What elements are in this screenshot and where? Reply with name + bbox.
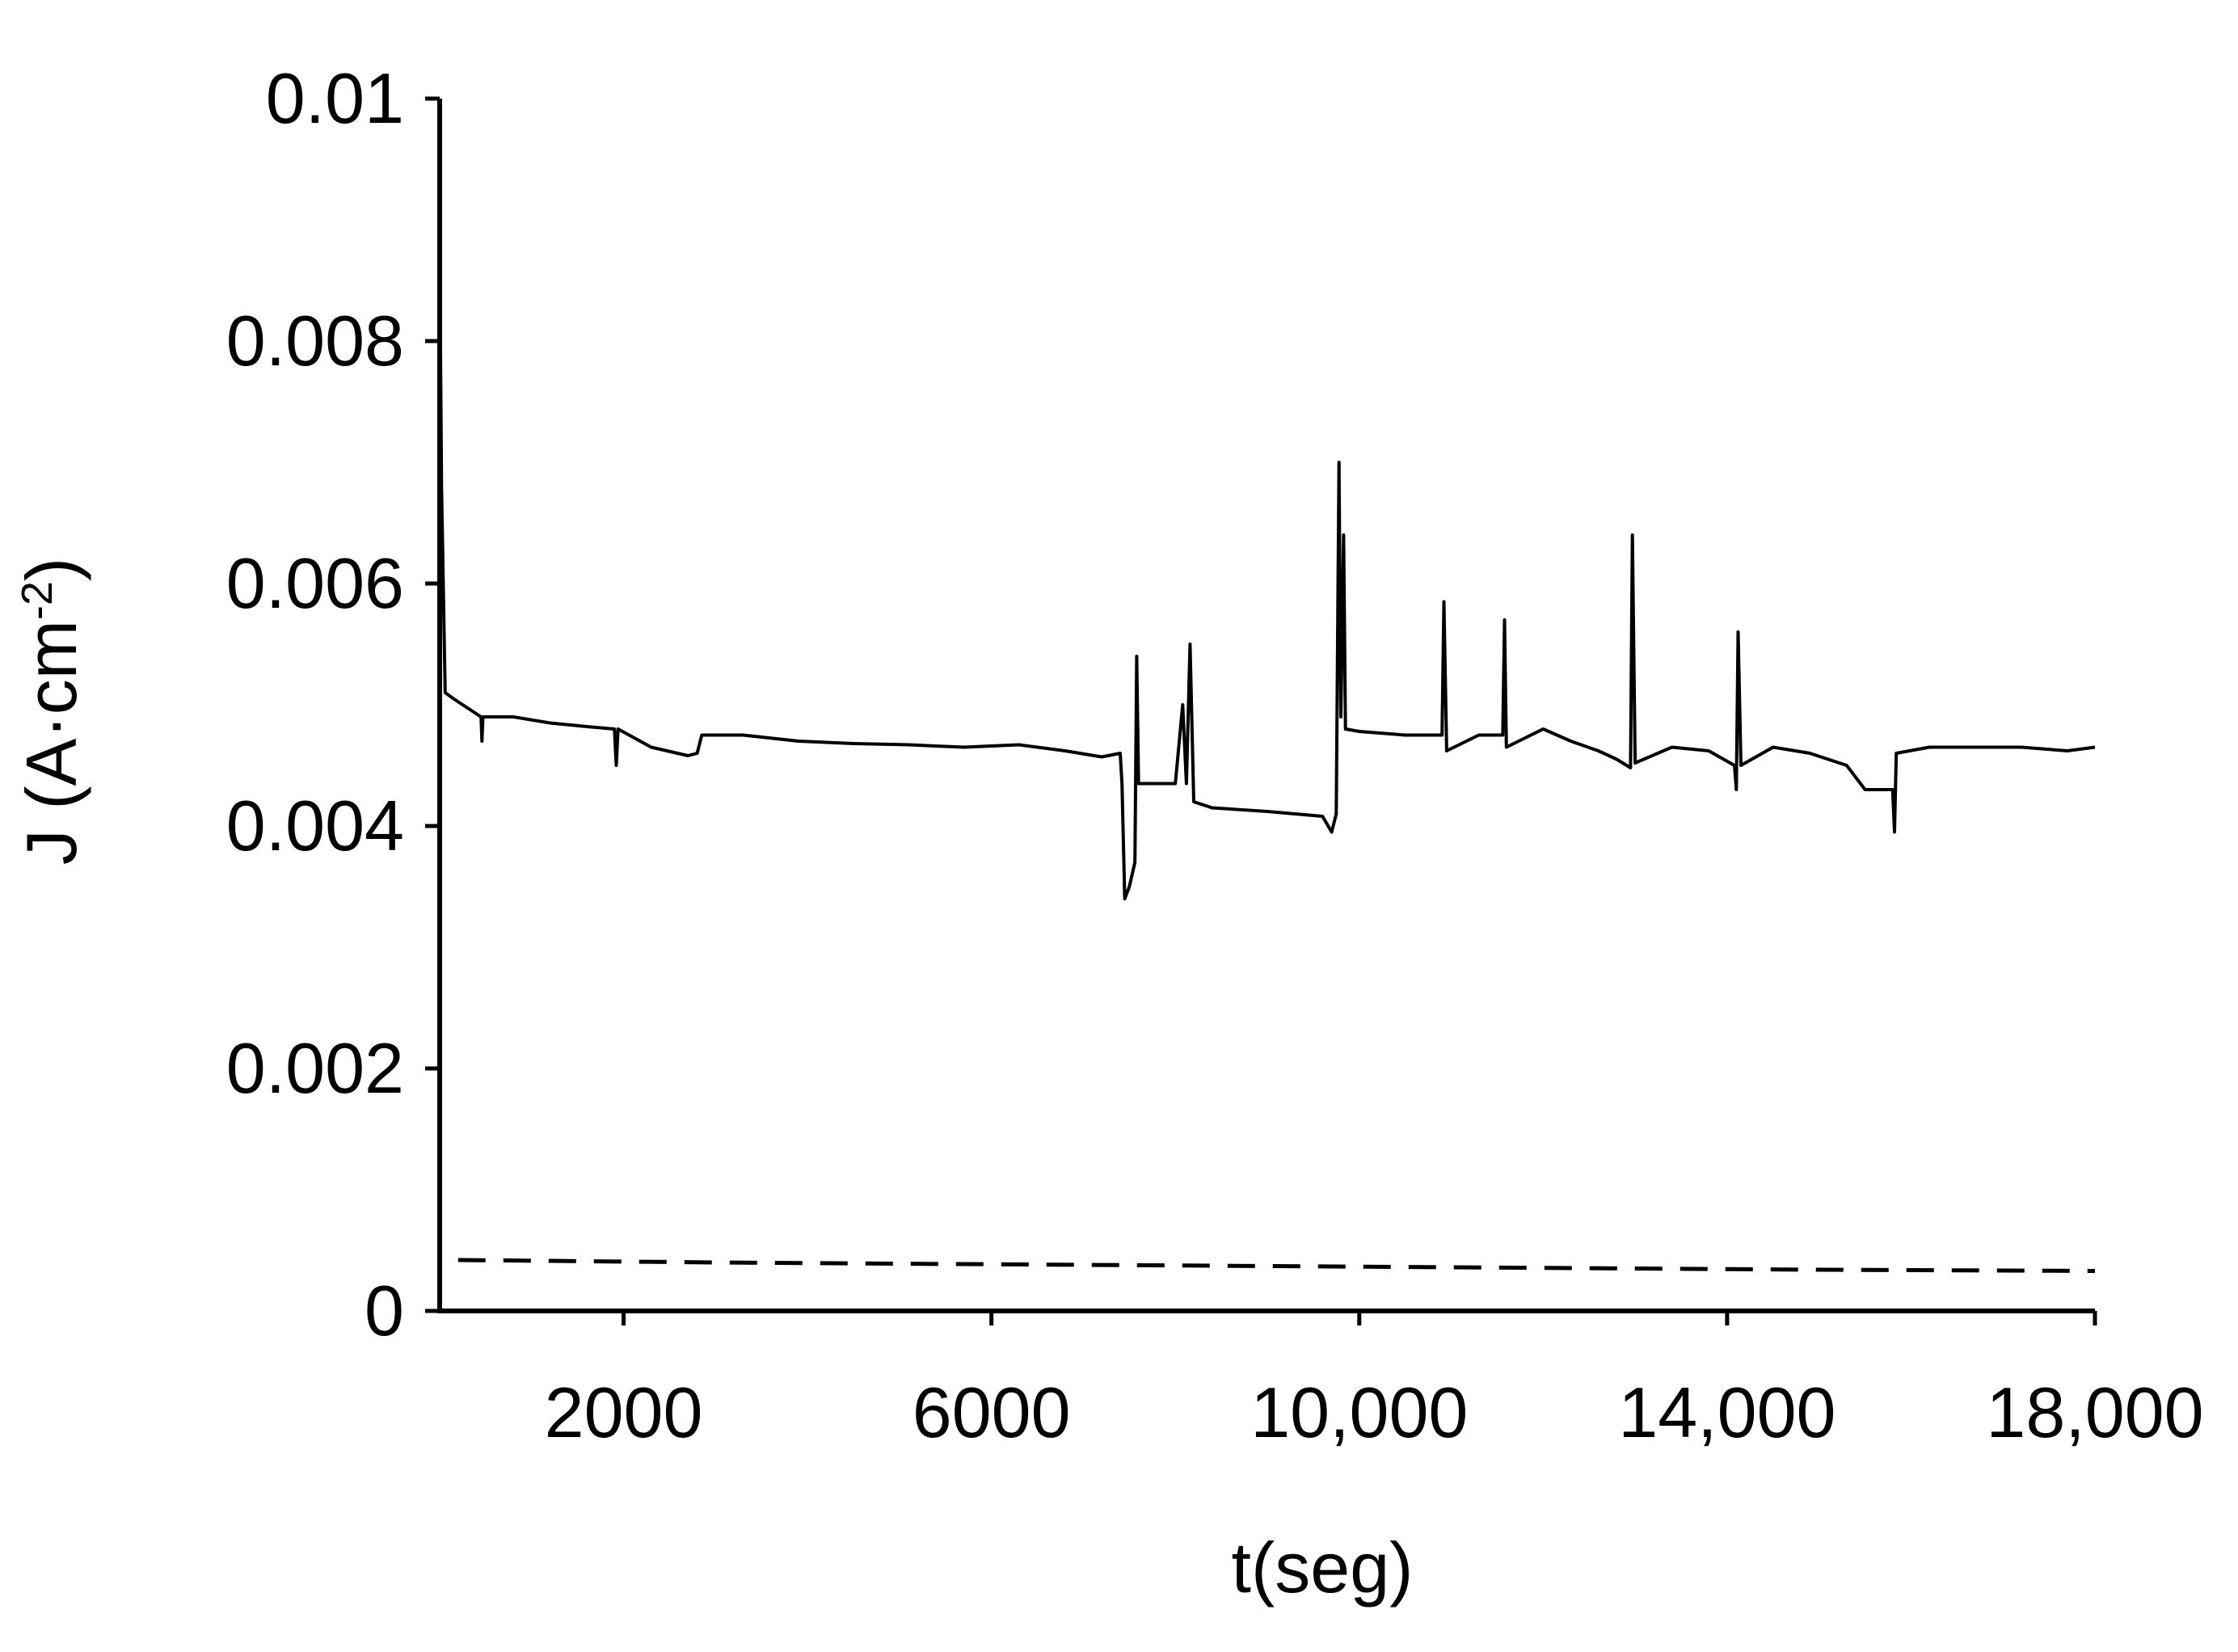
y-axis-title-base: J (A·cm bbox=[11, 620, 91, 865]
x-tick-label: 6000 bbox=[912, 1372, 1071, 1452]
y-axis-title-exponent: -2 bbox=[13, 581, 61, 620]
y-tick-label: 0.002 bbox=[226, 1028, 404, 1108]
y-tick-label: 0.008 bbox=[226, 301, 404, 381]
x-tick-label: 14,000 bbox=[1618, 1372, 1835, 1452]
y-axis-title: J (A·cm-2) bbox=[11, 558, 91, 865]
x-tick-label: 18,000 bbox=[1986, 1372, 2203, 1452]
y-tick-label: 0.01 bbox=[266, 58, 404, 138]
series-layer bbox=[438, 243, 2096, 1273]
x-axis-title: t(seg) bbox=[1232, 1528, 1414, 1608]
y-tick-label: 0 bbox=[365, 1271, 404, 1351]
plot-area: 0 0.002 0.004 0.006 0.008 0.01 2000 6000 10,000… bbox=[226, 58, 2204, 1452]
y-axis-title-close: ) bbox=[11, 558, 91, 581]
series-line-solid bbox=[438, 243, 2096, 900]
x-tick-label: 10,000 bbox=[1250, 1372, 1468, 1452]
x-ticks: 2000 6000 10,000 14,000 18,000 bbox=[545, 1311, 2204, 1452]
y-ticks: 0 0.002 0.004 0.006 0.008 0.01 bbox=[226, 58, 440, 1351]
series-line-dashed bbox=[457, 1258, 2096, 1273]
y-tick-label: 0.004 bbox=[226, 786, 404, 866]
x-tick-label: 2000 bbox=[545, 1372, 703, 1452]
y-tick-label: 0.006 bbox=[226, 543, 404, 623]
